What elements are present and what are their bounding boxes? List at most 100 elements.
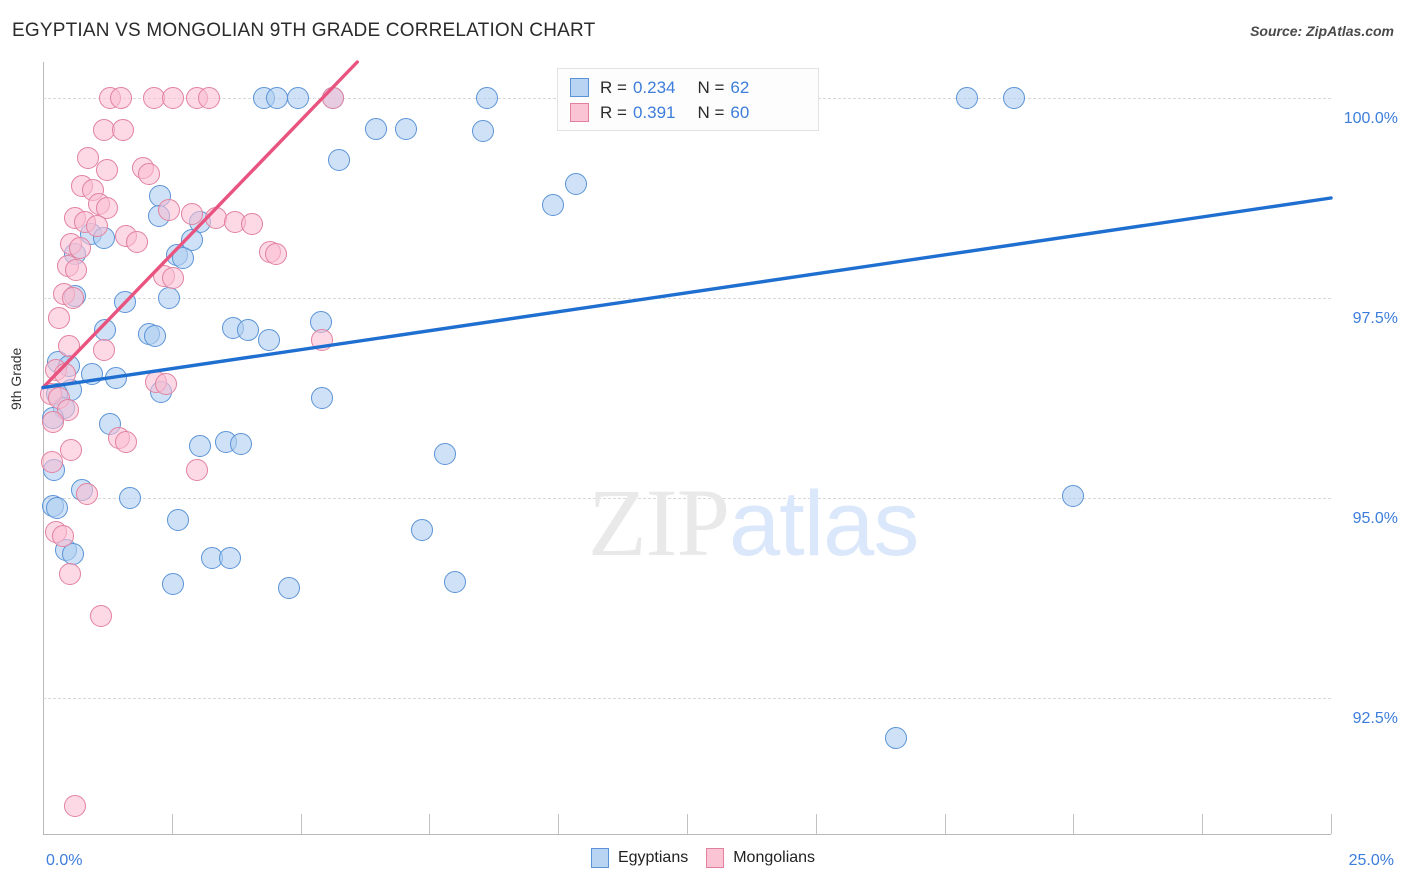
scatter-point xyxy=(237,319,260,341)
mongolians-r-value: 0.391 xyxy=(632,102,676,122)
plot-area: ZIPatlas xyxy=(39,60,1333,835)
scatter-point xyxy=(542,194,565,217)
scatter-point xyxy=(89,605,112,628)
scatter-point xyxy=(328,148,351,171)
scatter-point xyxy=(565,173,588,196)
x-axis-tick xyxy=(429,814,431,834)
scatter-point xyxy=(58,563,81,585)
y-axis-tick-label: 95.0% xyxy=(1352,510,1398,527)
scatter-point xyxy=(86,215,109,237)
x-axis-tick xyxy=(171,814,173,834)
x-axis-tick xyxy=(300,814,302,834)
scatter-point xyxy=(96,197,119,220)
scatter-point xyxy=(278,576,301,599)
scatter-point xyxy=(395,118,418,141)
scatter-point xyxy=(111,119,134,141)
gridline xyxy=(43,298,1331,299)
x-axis-tick xyxy=(815,814,817,834)
scatter-point xyxy=(472,119,495,142)
egyptians-legend-label: Egyptians xyxy=(617,849,689,866)
scatter-point xyxy=(189,435,212,457)
scatter-point xyxy=(61,287,84,309)
scatter-point xyxy=(41,451,64,473)
mongolians-n-label: N = xyxy=(697,102,725,122)
scatter-point xyxy=(264,243,287,265)
x-axis-line xyxy=(43,834,1331,835)
legend-item-mongolians[interactable]: Mongolians xyxy=(706,848,815,868)
scatter-point xyxy=(92,339,115,361)
scatter-point xyxy=(48,307,71,329)
scatter-point xyxy=(884,727,907,749)
scatter-point xyxy=(955,87,978,109)
egyptians-n-value: 62 xyxy=(730,77,750,97)
scatter-point xyxy=(166,509,189,532)
scatter-point xyxy=(311,387,334,409)
correlation-stats-box: R = 0.234 N = 62 R = 0.391 N = 60 xyxy=(557,68,819,131)
gridline xyxy=(43,698,1331,699)
scatter-point xyxy=(1062,485,1085,508)
scatter-point xyxy=(137,163,160,185)
scatter-point xyxy=(63,795,86,817)
egyptians-swatch-icon xyxy=(570,78,589,97)
legend-item-egyptians[interactable]: Egyptians xyxy=(590,848,689,868)
scatter-point xyxy=(181,229,204,252)
series-legend: Egyptians Mongolians xyxy=(0,848,1406,868)
x-axis-tick xyxy=(1202,814,1204,834)
scatter-point xyxy=(185,459,208,481)
x-axis-max-label: 25.0% xyxy=(1348,852,1394,869)
stats-row-egyptians: R = 0.234 N = 62 xyxy=(570,75,808,100)
trendlines xyxy=(41,60,1333,390)
mongolians-legend-label: Mongolians xyxy=(733,849,816,866)
mongolians-trendline xyxy=(41,60,359,390)
mongolians-swatch-icon xyxy=(570,103,589,122)
scatter-point xyxy=(410,519,433,541)
mongolians-r-label: R = xyxy=(600,102,627,122)
scatter-point xyxy=(77,147,100,169)
egyptians-r-label: R = xyxy=(600,77,627,97)
egyptians-r-value: 0.234 xyxy=(632,77,676,97)
scatter-point xyxy=(42,411,65,433)
source-attribution: Source: ZipAtlas.com xyxy=(1250,23,1394,39)
scatter-point xyxy=(230,432,253,455)
scatter-point xyxy=(433,443,456,465)
scatter-point xyxy=(65,259,88,281)
scatter-point xyxy=(287,87,310,109)
egyptians-legend-swatch-icon xyxy=(590,848,609,868)
gridline xyxy=(43,498,1331,499)
egyptians-n-label: N = xyxy=(697,77,725,97)
scatter-point xyxy=(60,439,83,461)
x-axis-tick xyxy=(1073,814,1075,834)
scatter-point xyxy=(172,247,195,269)
scatter-point xyxy=(51,525,74,548)
x-axis-tick xyxy=(944,814,946,834)
scatter-point xyxy=(444,571,467,593)
scatter-point xyxy=(240,213,263,236)
scatter-point xyxy=(158,199,181,221)
scatter-point xyxy=(161,87,184,109)
y-axis-line xyxy=(43,62,44,834)
y-axis-tick-label: 97.5% xyxy=(1352,310,1398,327)
y-axis-tick-label: 100.0% xyxy=(1343,110,1398,127)
scatter-point xyxy=(257,329,280,352)
scatter-point xyxy=(181,203,204,225)
scatter-point xyxy=(75,483,98,505)
scatter-point xyxy=(365,118,388,141)
scatter-point xyxy=(57,335,80,357)
x-axis-tick xyxy=(558,814,560,834)
x-axis-tick xyxy=(1331,814,1332,834)
scatter-point xyxy=(96,159,119,181)
mongolians-n-value: 60 xyxy=(730,102,750,122)
scatter-point xyxy=(476,87,499,109)
page-title: EGYPTIAN VS MONGOLIAN 9TH GRADE CORRELAT… xyxy=(12,20,596,41)
scatter-point xyxy=(115,431,138,453)
x-axis-tick xyxy=(687,814,688,834)
y-axis-tick-label: 92.5% xyxy=(1352,710,1398,727)
scatter-point xyxy=(161,267,184,289)
scatter-point xyxy=(118,487,141,509)
scatter-point xyxy=(110,87,133,109)
scatter-point xyxy=(218,547,241,569)
scatter-point xyxy=(69,237,92,260)
scatter-point xyxy=(1003,87,1026,109)
stats-row-mongolians: R = 0.391 N = 60 xyxy=(570,100,808,125)
